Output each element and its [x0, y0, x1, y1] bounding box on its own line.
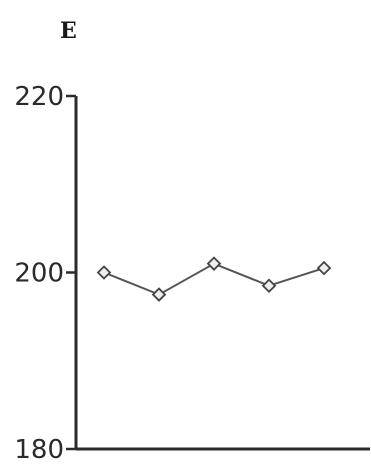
panel-label: E: [60, 18, 77, 44]
data-point: [206, 256, 222, 271]
y-tick-label: 180: [14, 435, 64, 465]
y-axis: 180 200 220: [14, 82, 78, 465]
series-group: [96, 256, 332, 302]
y-tick-label: 200: [14, 259, 64, 289]
data-point: [151, 287, 167, 302]
data-point: [316, 260, 332, 276]
y-tick-label: 220: [14, 82, 64, 112]
data-point: [96, 265, 112, 280]
data-point: [261, 278, 277, 294]
